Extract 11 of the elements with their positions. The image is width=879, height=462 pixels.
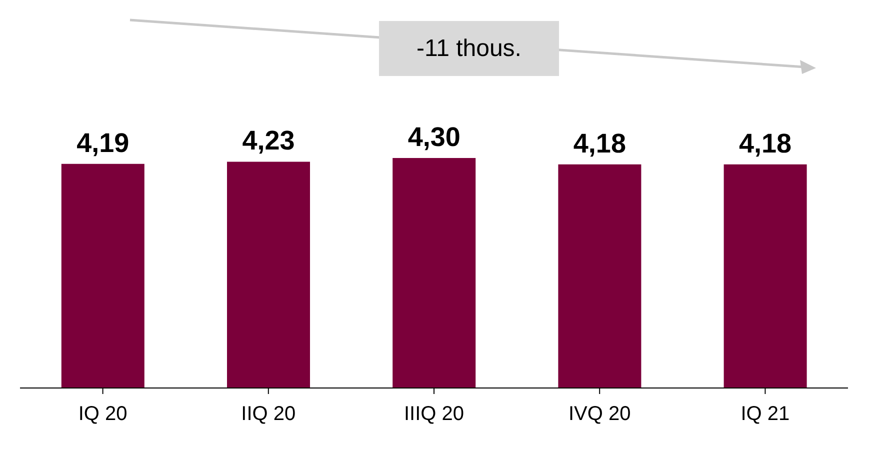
text: -11 thous. [379, 21, 559, 76]
x-tick-label: IIIQ 20 [404, 403, 464, 426]
data-label: 4,18 [573, 128, 626, 158]
x-tick-label: IIQ 20 [241, 403, 296, 426]
x-tick-label: IQ 20 [78, 403, 128, 426]
x-tick-label: IVQ 20 [568, 403, 631, 426]
data-label: 4,19 [76, 128, 130, 158]
data-label: 4,23 [242, 126, 295, 156]
data-label: 4,18 [739, 128, 792, 158]
x-tick-label: IQ 21 [740, 403, 790, 426]
data-label: 4,30 [408, 122, 460, 152]
